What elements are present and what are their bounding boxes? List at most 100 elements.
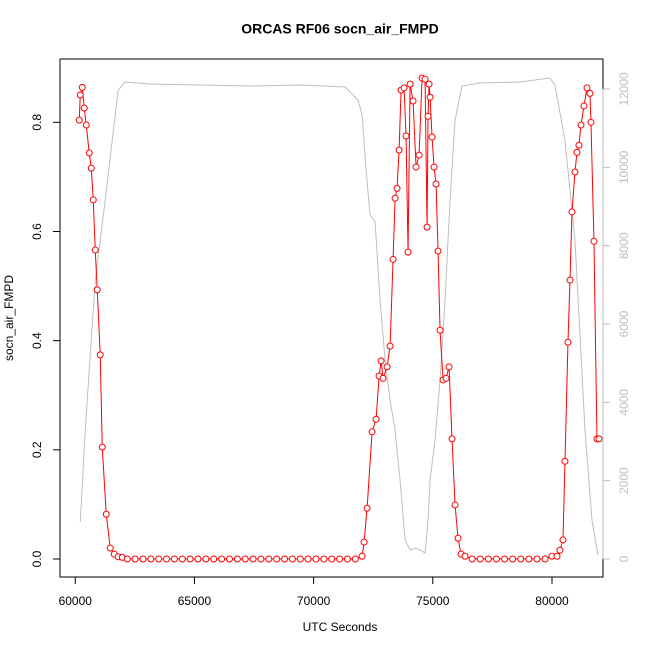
data-point bbox=[484, 555, 492, 563]
data-point bbox=[415, 151, 423, 159]
data-point bbox=[98, 443, 106, 451]
data-point bbox=[571, 168, 579, 176]
data-point bbox=[123, 555, 131, 563]
data-point bbox=[87, 164, 95, 172]
data-point bbox=[377, 357, 385, 365]
data-point bbox=[96, 351, 104, 359]
data-point bbox=[304, 555, 312, 563]
data-point bbox=[561, 457, 569, 465]
data-point bbox=[454, 534, 462, 542]
data-point bbox=[442, 374, 450, 382]
data-point bbox=[218, 555, 226, 563]
data-point bbox=[75, 116, 83, 124]
data-point bbox=[257, 555, 265, 563]
data-point bbox=[556, 546, 564, 554]
x-tick-label: 80000 bbox=[535, 594, 569, 608]
data-point bbox=[432, 180, 440, 188]
data-point bbox=[509, 555, 517, 563]
data-point bbox=[426, 93, 434, 101]
data-point bbox=[406, 80, 414, 88]
data-point bbox=[400, 84, 408, 92]
y-tick-label: 0.0 bbox=[30, 550, 44, 567]
y2-tick-label: 6000 bbox=[617, 310, 631, 337]
data-point bbox=[568, 208, 576, 216]
data-point bbox=[436, 326, 444, 334]
data-point bbox=[409, 97, 417, 105]
data-point bbox=[186, 555, 194, 563]
data-point bbox=[421, 75, 429, 83]
data-point bbox=[391, 194, 399, 202]
data-point bbox=[281, 555, 289, 563]
data-point bbox=[389, 255, 397, 263]
data-point bbox=[428, 133, 436, 141]
y-tick-label: 0.8 bbox=[30, 114, 44, 131]
data-point bbox=[425, 80, 433, 88]
data-point bbox=[194, 555, 202, 563]
data-point bbox=[351, 555, 359, 563]
data-point bbox=[328, 555, 336, 563]
data-point bbox=[541, 555, 549, 563]
data-point bbox=[368, 428, 376, 436]
data-point bbox=[249, 555, 257, 563]
data-point bbox=[147, 555, 155, 563]
data-point bbox=[533, 555, 541, 563]
data-point bbox=[586, 89, 594, 97]
data-point bbox=[202, 555, 210, 563]
data-point bbox=[525, 555, 533, 563]
data-point bbox=[383, 363, 391, 371]
series-line bbox=[79, 77, 599, 556]
data-point bbox=[343, 555, 351, 563]
data-point bbox=[102, 510, 110, 518]
data-point bbox=[273, 555, 281, 563]
data-point bbox=[91, 246, 99, 254]
x-tick-label: 60000 bbox=[59, 594, 93, 608]
data-point bbox=[131, 555, 139, 563]
data-point bbox=[288, 555, 296, 563]
data-point bbox=[85, 149, 93, 157]
data-point bbox=[241, 555, 249, 563]
data-point bbox=[139, 555, 147, 563]
data-point bbox=[476, 555, 484, 563]
data-point bbox=[265, 555, 273, 563]
data-point bbox=[106, 544, 114, 552]
data-point bbox=[82, 121, 90, 129]
data-point bbox=[461, 552, 469, 560]
data-point bbox=[430, 163, 438, 171]
y2-tick-label: 10000 bbox=[617, 150, 631, 184]
data-point bbox=[564, 338, 572, 346]
data-point bbox=[583, 84, 591, 92]
data-point bbox=[566, 276, 574, 284]
data-point bbox=[76, 91, 84, 99]
y-axis-label: socn_air_FMPD bbox=[2, 275, 16, 361]
data-point bbox=[445, 363, 453, 371]
data-point bbox=[393, 184, 401, 192]
data-point bbox=[210, 555, 218, 563]
data-point bbox=[320, 555, 328, 563]
x-tick-label: 65000 bbox=[178, 594, 212, 608]
y2-tick-label: 0 bbox=[617, 555, 631, 562]
data-point bbox=[178, 555, 186, 563]
data-point bbox=[93, 286, 101, 294]
y2-tick-label: 8000 bbox=[617, 232, 631, 259]
data-point bbox=[296, 555, 304, 563]
data-point bbox=[233, 555, 241, 563]
data-point bbox=[170, 555, 178, 563]
x-tick-label: 70000 bbox=[297, 594, 331, 608]
data-point bbox=[517, 555, 525, 563]
data-point bbox=[155, 555, 163, 563]
data-point bbox=[336, 555, 344, 563]
data-point bbox=[559, 536, 567, 544]
data-point bbox=[587, 118, 595, 126]
data-point bbox=[434, 247, 442, 255]
data-point bbox=[379, 374, 387, 382]
data-point bbox=[590, 237, 598, 245]
data-point bbox=[395, 146, 403, 154]
data-point bbox=[553, 552, 561, 560]
data-point bbox=[225, 555, 233, 563]
data-point bbox=[501, 555, 509, 563]
data-point bbox=[423, 223, 431, 231]
data-point bbox=[492, 555, 500, 563]
